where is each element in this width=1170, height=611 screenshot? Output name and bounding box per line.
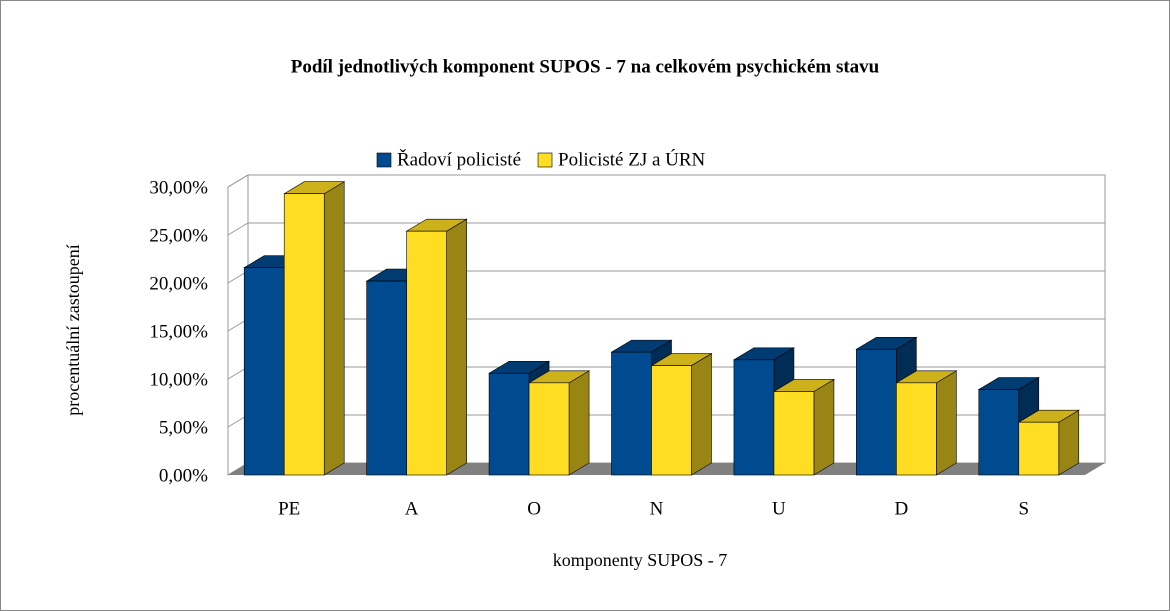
bar-group bbox=[650, 353, 713, 476]
x-tick-label: D bbox=[894, 498, 908, 519]
bar-group bbox=[772, 378, 836, 476]
legend-swatch bbox=[376, 152, 392, 168]
bar-side bbox=[568, 370, 590, 476]
bar-group bbox=[283, 181, 346, 476]
bar bbox=[243, 267, 285, 476]
bar bbox=[366, 280, 407, 476]
bar-group bbox=[895, 370, 958, 476]
bar-group bbox=[405, 218, 468, 476]
legend-label: Řadoví policisté bbox=[397, 148, 521, 170]
bar bbox=[406, 230, 447, 476]
grid-line bbox=[227, 174, 1105, 188]
y-tick-label: 30,00% bbox=[149, 177, 208, 198]
x-tick-label: O bbox=[527, 498, 541, 519]
bar bbox=[856, 348, 897, 476]
bar-group bbox=[1017, 409, 1080, 476]
y-tick-label: 5,00% bbox=[159, 417, 208, 438]
legend-label: Policisté ZJ a ÚRN bbox=[558, 148, 706, 170]
grid-line bbox=[227, 222, 1105, 236]
x-tick-label: A bbox=[405, 498, 419, 519]
x-tick-label: PE bbox=[278, 498, 300, 519]
bar-side bbox=[813, 378, 835, 476]
bar bbox=[978, 389, 1020, 476]
y-tick-label: 15,00% bbox=[149, 321, 208, 342]
y-tick-label: 25,00% bbox=[149, 225, 208, 246]
bar bbox=[283, 193, 325, 476]
x-tick-label: U bbox=[772, 498, 786, 519]
x-axis-label: komponenty SUPOS - 7 bbox=[553, 550, 728, 570]
y-tick-label: 10,00% bbox=[149, 369, 208, 390]
y-tick-label: 0,00% bbox=[159, 465, 208, 486]
x-tick-label: S bbox=[1018, 498, 1029, 519]
bar bbox=[488, 372, 530, 476]
bar bbox=[528, 382, 570, 476]
bar-side bbox=[691, 353, 712, 476]
bar-side bbox=[446, 218, 467, 476]
bar bbox=[896, 382, 937, 476]
bar bbox=[651, 365, 692, 476]
chart-title: Podíl jednotlivých komponent SUPOS - 7 n… bbox=[291, 56, 880, 77]
bar-side bbox=[936, 370, 957, 476]
bar bbox=[733, 359, 775, 476]
y-axis-label: procentuální zastoupení bbox=[63, 244, 83, 415]
bar bbox=[1018, 421, 1060, 476]
bar bbox=[611, 351, 652, 476]
bar bbox=[773, 391, 815, 476]
bar-group bbox=[527, 370, 591, 476]
bar-side bbox=[323, 181, 345, 476]
legend-swatch bbox=[537, 152, 553, 168]
y-tick-label: 20,00% bbox=[149, 273, 208, 294]
x-tick-label: N bbox=[650, 498, 664, 519]
